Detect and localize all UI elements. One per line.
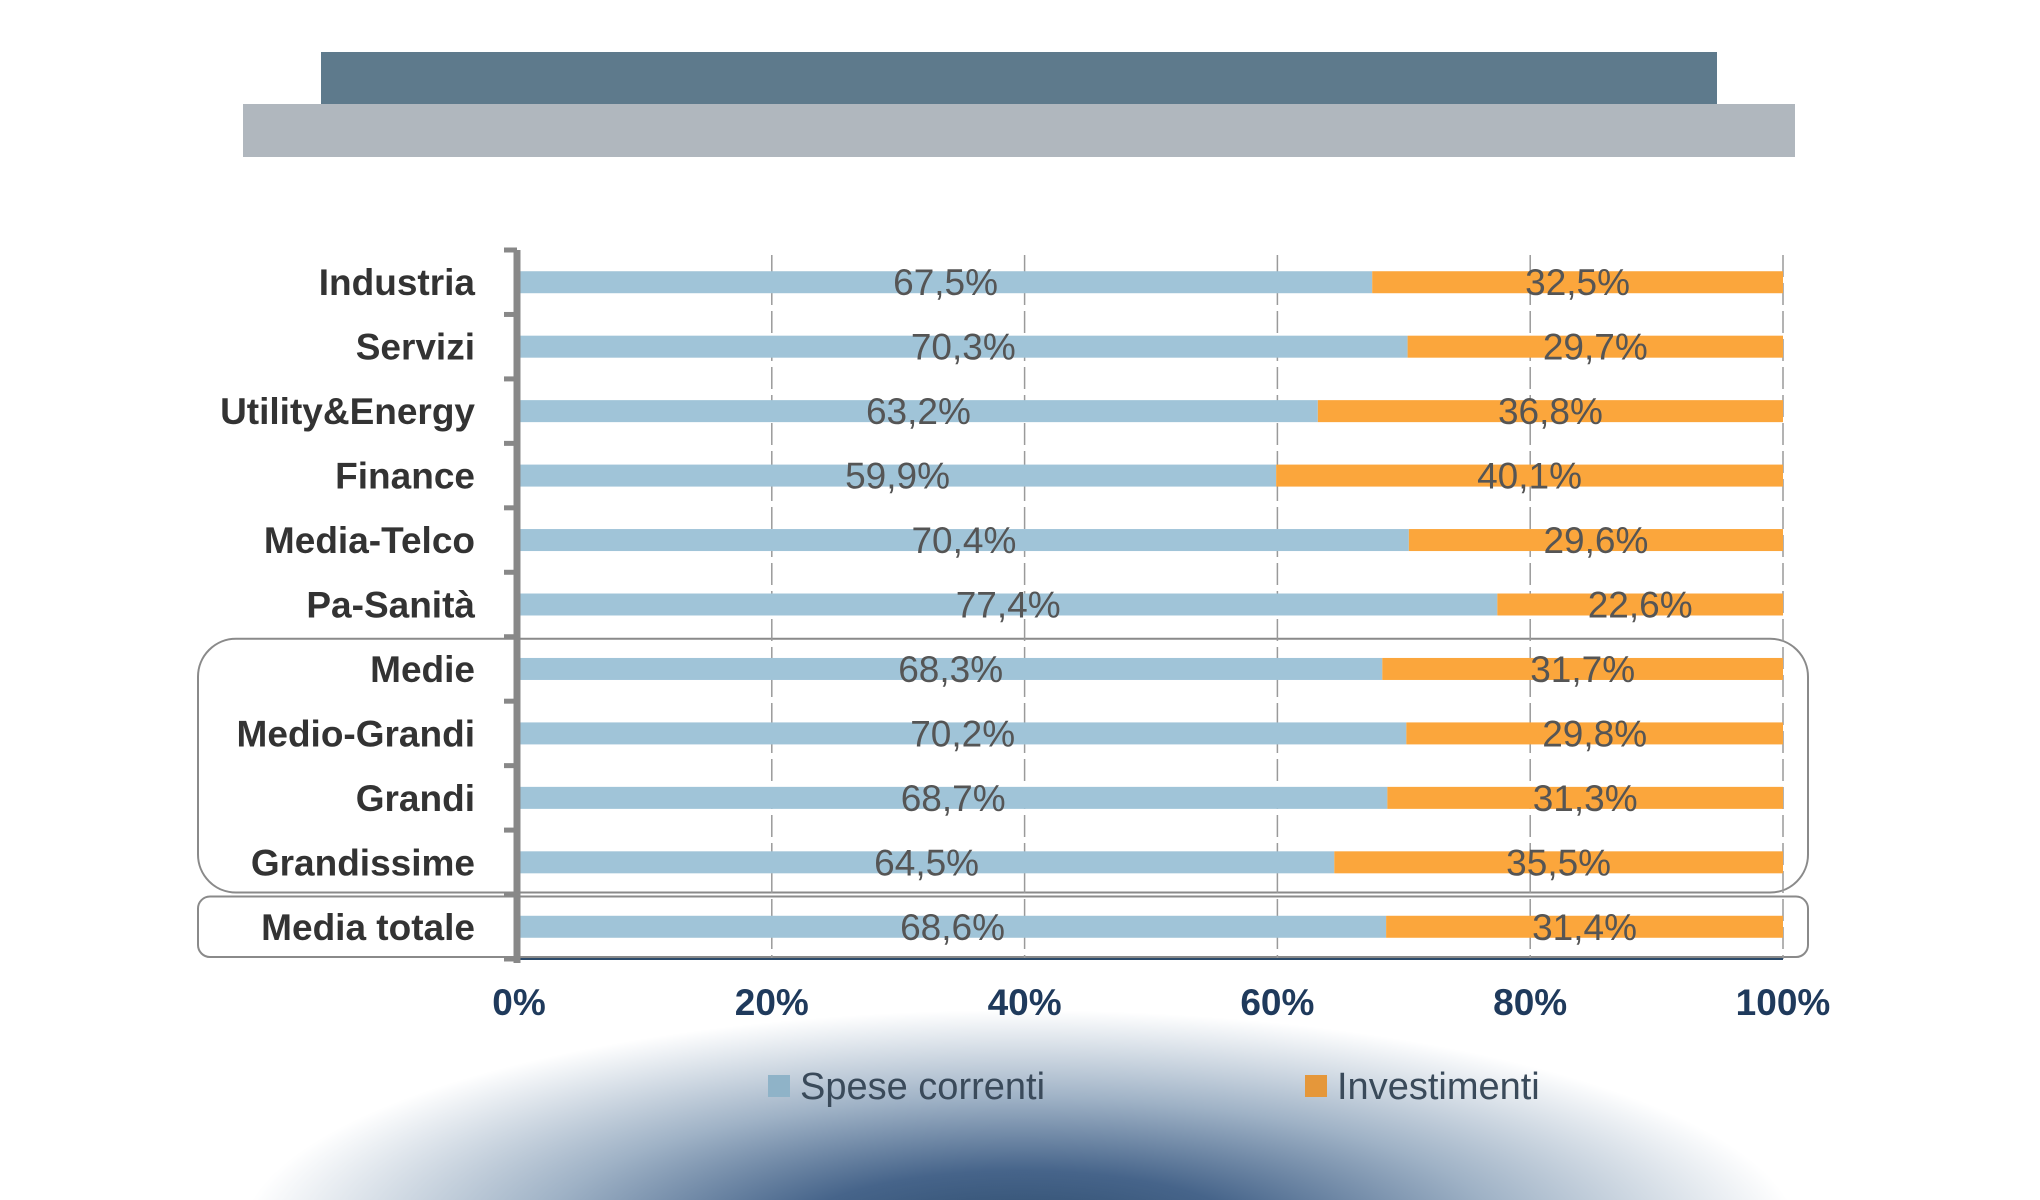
bar-spese-correnti — [519, 722, 1407, 745]
category-label: Medio-Grandi — [237, 713, 475, 754]
data-label: 70,2% — [910, 713, 1015, 754]
data-label: 36,8% — [1498, 391, 1603, 432]
data-label: 29,8% — [1542, 713, 1647, 754]
data-label: 70,3% — [911, 327, 1016, 368]
category-label: Media totale — [261, 907, 475, 948]
category-label: Grandissime — [251, 842, 475, 883]
data-label: 68,7% — [901, 778, 1006, 819]
category-label: Pa-Sanità — [306, 585, 475, 626]
data-label: 63,2% — [866, 391, 971, 432]
bar-spese-correnti — [519, 400, 1318, 423]
legend-swatch — [768, 1075, 790, 1097]
bar-investimenti — [1408, 529, 1783, 552]
data-label: 40,1% — [1477, 456, 1582, 497]
bar-investimenti — [1382, 657, 1783, 680]
bar-investimenti — [1334, 851, 1783, 874]
bar-investimenti — [1407, 335, 1783, 358]
category-label: Media-Telco — [264, 520, 475, 561]
data-label: 31,7% — [1530, 649, 1635, 690]
category-label: Grandi — [356, 778, 475, 819]
data-label: 31,4% — [1532, 907, 1637, 948]
bar-investimenti — [1372, 271, 1783, 294]
data-label: 32,5% — [1525, 262, 1630, 303]
data-label: 67,5% — [893, 262, 998, 303]
bar-investimenti — [1387, 786, 1783, 809]
data-label: 59,9% — [845, 456, 950, 497]
bar-investimenti — [1386, 915, 1783, 938]
x-tick-label: 20% — [735, 982, 809, 1023]
bar-investimenti — [1406, 722, 1783, 745]
group-box-1 — [197, 895, 1809, 959]
data-label: 29,6% — [1543, 520, 1648, 561]
bar-spese-correnti — [519, 464, 1277, 487]
x-tick-label: 40% — [988, 982, 1062, 1023]
header-band-dark — [321, 52, 1717, 104]
data-label: 77,4% — [956, 585, 1061, 626]
bar-spese-correnti — [519, 915, 1387, 938]
data-label: 70,4% — [911, 520, 1016, 561]
x-tick-label: 0% — [492, 982, 545, 1023]
bar-spese-correnti — [519, 271, 1373, 294]
bar-spese-correnti — [519, 786, 1388, 809]
data-label: 31,3% — [1533, 778, 1638, 819]
legend-swatch — [1305, 1075, 1327, 1097]
bar-spese-correnti — [519, 657, 1383, 680]
legend-label: Spese correnti — [800, 1066, 1045, 1108]
bar-spese-correnti — [519, 529, 1409, 552]
x-tick-label: 100% — [1736, 982, 1831, 1023]
data-label: 68,3% — [898, 649, 1003, 690]
bar-spese-correnti — [519, 335, 1408, 358]
category-label: Medie — [370, 649, 475, 690]
bar-spese-correnti — [519, 593, 1498, 616]
data-label: 35,5% — [1506, 842, 1611, 883]
data-label: 68,6% — [900, 907, 1005, 948]
data-label: 22,6% — [1588, 585, 1693, 626]
category-label: Finance — [335, 456, 475, 497]
category-label: Servizi — [356, 327, 475, 368]
header-band-light — [243, 104, 1795, 157]
category-label: Utility&Energy — [220, 391, 475, 432]
category-label: Industria — [319, 262, 476, 303]
legend-label: Investimenti — [1337, 1066, 1540, 1108]
group-box-0 — [197, 637, 1809, 894]
bar-investimenti — [1317, 400, 1783, 423]
bar-investimenti — [1497, 593, 1783, 616]
bar-spese-correnti — [519, 851, 1335, 874]
x-tick-label: 60% — [1240, 982, 1314, 1023]
bar-investimenti — [1276, 464, 1783, 487]
data-label: 64,5% — [874, 842, 979, 883]
x-tick-label: 80% — [1493, 982, 1567, 1023]
data-label: 29,7% — [1543, 327, 1648, 368]
